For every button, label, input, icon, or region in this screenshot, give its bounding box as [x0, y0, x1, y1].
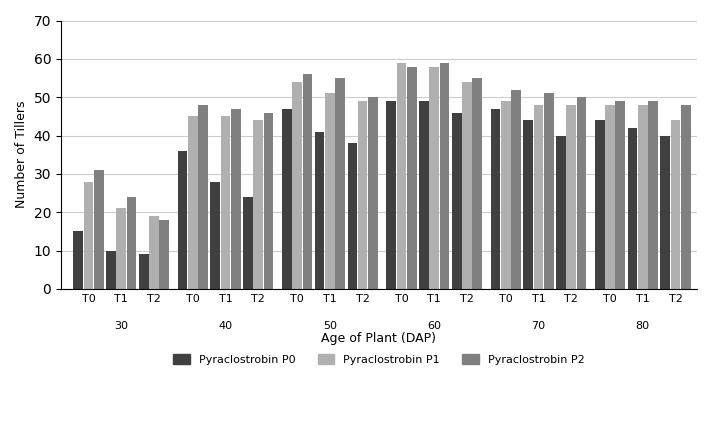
Text: 50: 50	[323, 321, 337, 332]
Bar	[595, 120, 604, 289]
Bar	[439, 63, 449, 289]
Bar	[681, 105, 691, 289]
Bar	[94, 170, 104, 289]
Bar	[211, 181, 220, 289]
Bar	[221, 116, 231, 289]
Bar	[106, 251, 116, 289]
Bar	[368, 97, 377, 289]
Bar	[325, 93, 335, 289]
Bar	[523, 120, 533, 289]
Bar	[244, 197, 253, 289]
Bar	[315, 132, 325, 289]
Bar	[407, 67, 417, 289]
Text: 40: 40	[219, 321, 233, 332]
Bar	[357, 101, 367, 289]
Bar	[671, 120, 681, 289]
Bar	[178, 151, 187, 289]
Bar	[628, 128, 637, 289]
Bar	[566, 105, 576, 289]
Bar	[615, 101, 625, 289]
Bar	[429, 67, 439, 289]
Bar	[149, 216, 159, 289]
Bar	[544, 93, 553, 289]
Y-axis label: Number of Tillers: Number of Tillers	[15, 101, 28, 209]
Bar	[116, 208, 126, 289]
Text: 70: 70	[531, 321, 545, 332]
Bar	[462, 82, 472, 289]
Legend: Pyraclostrobin P0, Pyraclostrobin P1, Pyraclostrobin P2: Pyraclostrobin P0, Pyraclostrobin P1, Py…	[169, 349, 589, 369]
Bar	[472, 78, 482, 289]
X-axis label: Age of Plant (DAP): Age of Plant (DAP)	[321, 332, 436, 345]
Bar	[253, 120, 263, 289]
Bar	[648, 101, 658, 289]
Text: 30: 30	[114, 321, 128, 332]
Bar	[293, 82, 302, 289]
Bar	[73, 232, 83, 289]
Bar	[577, 97, 586, 289]
Bar	[387, 101, 396, 289]
Bar	[397, 63, 407, 289]
Bar	[556, 136, 566, 289]
Bar	[83, 181, 93, 289]
Bar	[335, 78, 345, 289]
Bar	[282, 109, 292, 289]
Bar	[188, 116, 198, 289]
Bar	[198, 105, 208, 289]
Bar	[231, 109, 241, 289]
Bar	[511, 89, 521, 289]
Bar	[452, 112, 461, 289]
Bar	[419, 101, 429, 289]
Bar	[501, 101, 511, 289]
Bar	[127, 197, 136, 289]
Bar	[159, 220, 169, 289]
Bar	[303, 74, 313, 289]
Bar	[661, 136, 670, 289]
Bar	[605, 105, 615, 289]
Bar	[638, 105, 648, 289]
Bar	[533, 105, 543, 289]
Bar	[347, 143, 357, 289]
Bar	[263, 112, 273, 289]
Text: 60: 60	[427, 321, 441, 332]
Bar	[491, 109, 501, 289]
Bar	[139, 254, 149, 289]
Text: 80: 80	[636, 321, 650, 332]
